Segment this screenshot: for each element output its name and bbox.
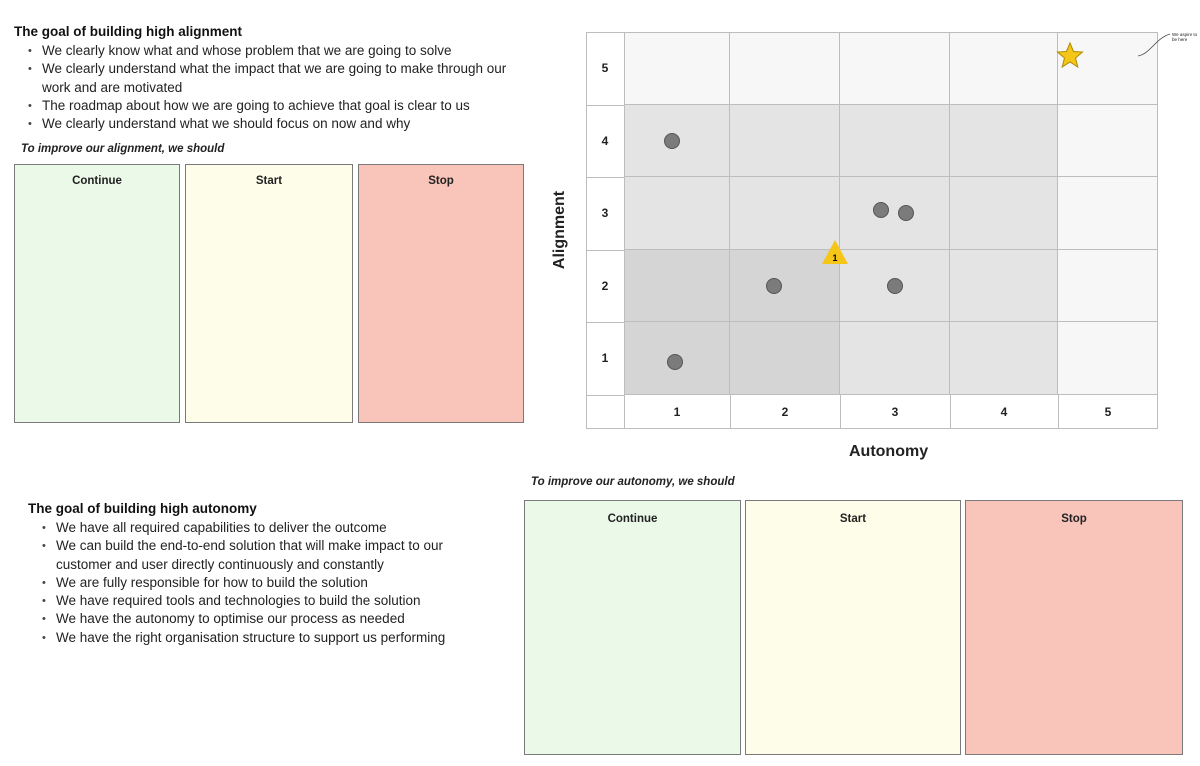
- matrix-cell: [840, 104, 950, 177]
- list-item: We have the right organisation structure…: [28, 629, 488, 648]
- matrix-cell: [730, 104, 840, 177]
- alignment-start-box[interactable]: Start: [185, 164, 353, 423]
- matrix-cell: [950, 322, 1058, 395]
- list-item: We can build the end-to-end solution tha…: [28, 537, 476, 574]
- matrix-cell: [840, 177, 950, 250]
- y-tick-label: 5: [601, 61, 609, 76]
- matrix-cell: [1058, 322, 1158, 395]
- alignment-goal-title: The goal of building high alignment: [14, 24, 242, 39]
- autonomy-stop-box[interactable]: Stop: [965, 500, 1183, 755]
- list-item: We clearly understand what we should foc…: [14, 115, 544, 134]
- alignment-prompt: To improve our alignment, we should: [21, 143, 225, 155]
- autonomy-goal-title: The goal of building high autonomy: [28, 501, 257, 516]
- matrix-cell: [950, 249, 1058, 322]
- autonomy-start-box[interactable]: Start: [745, 500, 961, 755]
- list-item: The roadmap about how we are going to ac…: [14, 97, 544, 116]
- alignment-goal-list: We clearly know what and whose problem t…: [14, 42, 544, 134]
- stop-label: Stop: [1061, 513, 1087, 525]
- x-tick-label: 4: [1000, 404, 1008, 419]
- alignment-goal: The goal of building high alignment We c…: [14, 24, 544, 134]
- start-label: Start: [839, 513, 867, 525]
- vote-dot: [887, 277, 903, 294]
- alignment-stop-box[interactable]: Stop: [358, 164, 524, 423]
- matrix-cell: [730, 177, 840, 250]
- target-note-connector: [1137, 33, 1171, 57]
- vote-dot: [766, 277, 782, 294]
- alignment-continue-box[interactable]: Continue: [14, 164, 180, 423]
- autonomy-goal: The goal of building high autonomy We ha…: [28, 501, 488, 647]
- target-note: We aspire to be here: [1172, 32, 1198, 42]
- matrix-cell: [730, 322, 840, 395]
- vote-dot: [666, 353, 683, 370]
- matrix-cell: [950, 177, 1058, 250]
- matrix-cell: [624, 177, 730, 250]
- list-item: We have required tools and technologies …: [28, 592, 488, 611]
- autonomy-continue-box[interactable]: Continue: [524, 500, 741, 755]
- list-item: We clearly know what and whose problem t…: [14, 42, 544, 61]
- matrix-cell: [840, 32, 950, 105]
- start-label: Start: [255, 175, 283, 187]
- matrix-cell: [1058, 177, 1158, 250]
- y-tick-label: 2: [601, 278, 609, 293]
- x-tick-label: 5: [1104, 404, 1112, 419]
- matrix-row-divider: [586, 394, 624, 396]
- list-item: We clearly understand what the impact th…: [14, 60, 529, 97]
- list-item: We have the autonomy to optimise our pro…: [28, 610, 488, 629]
- list-item: We have all required capabilities to del…: [28, 519, 488, 538]
- y-tick-label: 4: [601, 133, 609, 148]
- matrix-cell: [624, 249, 730, 322]
- current-position-label: 1: [832, 253, 837, 263]
- continue-label: Continue: [607, 513, 658, 525]
- matrix-cell: [840, 322, 950, 395]
- vote-dot: [898, 205, 914, 222]
- matrix-cell: [950, 32, 1058, 105]
- stop-label: Stop: [428, 175, 454, 187]
- list-item: We are fully responsible for how to buil…: [28, 574, 488, 593]
- matrix-row-divider: [586, 322, 624, 323]
- autonomy-goal-list: We have all required capabilities to del…: [28, 519, 488, 647]
- matrix-row-divider: [586, 177, 624, 178]
- matrix-cell: [1058, 104, 1158, 177]
- matrix-cell: [1058, 249, 1158, 322]
- x-tick-label: 1: [673, 404, 681, 419]
- y-tick-label: 1: [601, 351, 609, 366]
- x-tick-label: 3: [891, 404, 899, 419]
- matrix-cell: [624, 32, 730, 105]
- x-tick-label: 2: [781, 404, 789, 419]
- matrix-row-divider: [586, 249, 624, 251]
- vote-dot: [663, 132, 680, 149]
- x-axis-label: Autonomy: [849, 443, 929, 460]
- y-axis-label: Alignment: [551, 190, 568, 270]
- target-star-icon: [1056, 41, 1084, 69]
- vote-dot: [872, 201, 889, 218]
- matrix-row-divider: [586, 104, 624, 106]
- autonomy-prompt: To improve our autonomy, we should: [531, 476, 735, 488]
- matrix-cell: [950, 104, 1058, 177]
- continue-label: Continue: [72, 175, 122, 187]
- current-position-marker: 1: [821, 240, 848, 265]
- y-tick-label: 3: [601, 206, 609, 221]
- alignment-autonomy-matrix: 5 4 3 2 1 1 2 3 4 5 1: [586, 32, 1160, 430]
- matrix-cell: [730, 249, 840, 322]
- matrix-cell: [1058, 32, 1158, 105]
- matrix-cell: [730, 32, 840, 105]
